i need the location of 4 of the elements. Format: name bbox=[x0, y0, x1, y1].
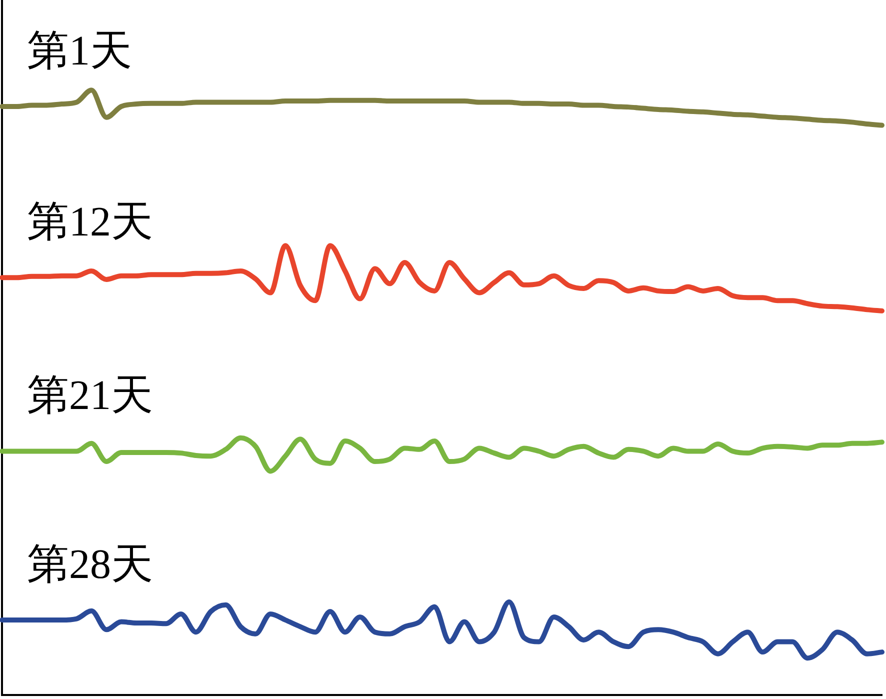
series-label: 第1天 bbox=[27, 28, 132, 74]
series-label: 第28天 bbox=[27, 542, 153, 588]
series-label: 第12天 bbox=[27, 200, 153, 246]
series-label: 第21天 bbox=[27, 373, 153, 420]
